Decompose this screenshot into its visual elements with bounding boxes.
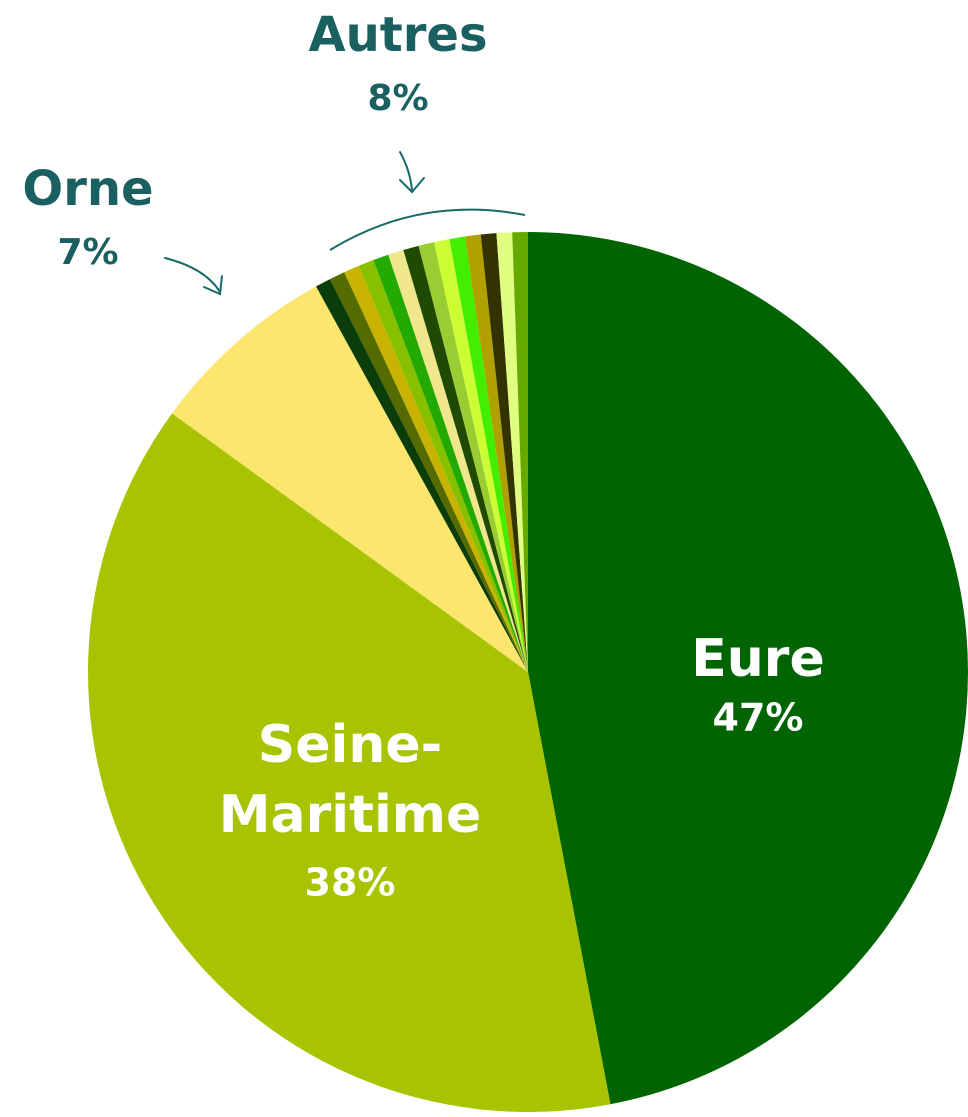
slice-stripe [358,260,528,672]
slice-label: Eure [691,629,824,689]
slice [88,413,611,1112]
slice-stripe [316,279,528,672]
slice-stripe [418,242,528,673]
value-label: 7% [57,232,118,273]
slice-label: Seine- Maritime [219,715,481,845]
slice-stripe [344,265,528,672]
value-label: 47% [713,696,804,740]
arrow [399,151,425,194]
slice-stripe [388,250,528,673]
slice-stripe [512,232,528,672]
slice [528,232,968,1105]
value-label: 38% [305,861,396,905]
slice-label: Orne [22,161,153,217]
slice-stripe [465,234,528,672]
slice-stripe [480,233,528,672]
slice-label: Autres [308,7,487,63]
slice [172,286,528,672]
value-label: 8% [367,78,428,119]
labels: Eure 47% Seine- Maritime 38% Orne 7% Autres 8% [22,7,824,905]
label-line: Seine- [258,715,442,775]
slice-stripe [403,245,528,672]
slice-stripe [373,254,528,673]
label-line: Maritime [219,785,481,845]
slice-stripe [330,272,528,672]
slice-stripe [449,236,528,673]
slice [316,232,528,673]
group-bracket [329,208,526,251]
arrow [164,257,223,296]
slice-stripe [433,239,528,672]
pie [88,232,968,1112]
slice-stripe [496,232,528,672]
